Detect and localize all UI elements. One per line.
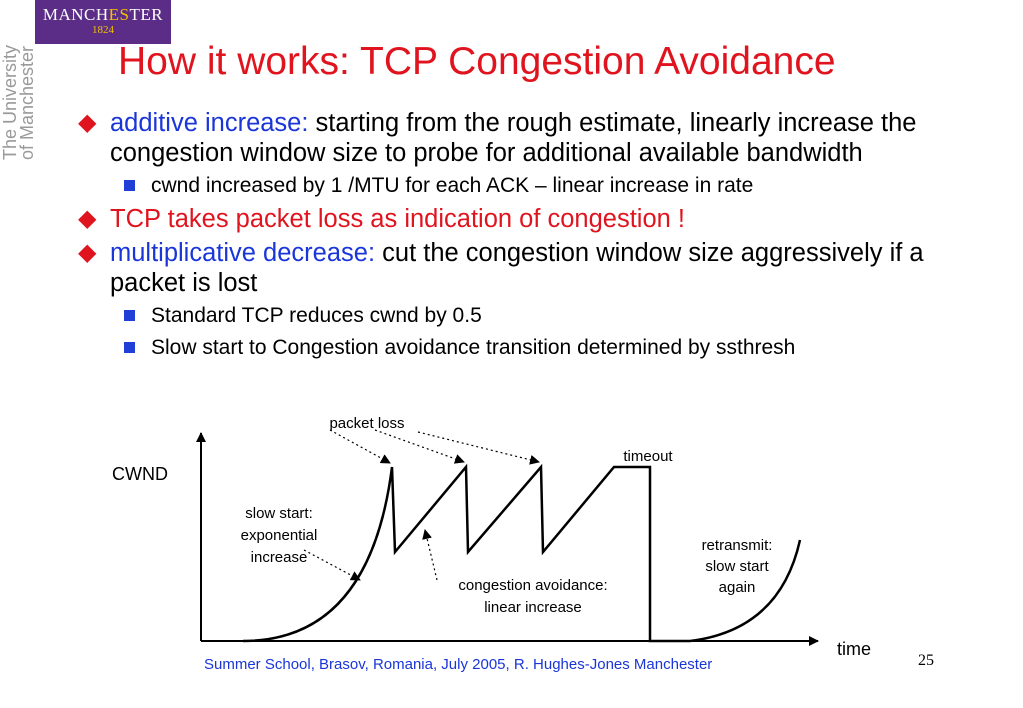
slide-title: How it works: TCP Congestion Avoidance — [118, 40, 836, 83]
bullet-text: cut the congestion window size aggressiv… — [110, 239, 924, 297]
subbullet-reduce-cwnd: Standard TCP reduces cwnd by 0.5 — [78, 302, 978, 329]
subbullet-text: cwnd increased by 1 /MTU for each ACK – … — [151, 174, 754, 197]
congestion-avoidance-label-2: linear increase — [484, 599, 582, 616]
retransmit-label-3: again — [719, 579, 756, 596]
bullet-list: ◆ additive increase: starting from the r… — [78, 108, 978, 366]
logo-year: 1824 — [92, 24, 114, 36]
packet-loss-arrow-1 — [329, 429, 391, 464]
diamond-bullet-icon: ◆ — [78, 205, 97, 232]
timeout-label: timeout — [623, 448, 673, 465]
slow-start-label-2: exponential — [241, 527, 318, 544]
square-bullet-icon — [124, 342, 135, 353]
square-bullet-icon — [124, 310, 135, 321]
footer-text: Summer School, Brasov, Romania, July 200… — [204, 656, 713, 673]
retransmit-label-2: slow start — [705, 558, 769, 575]
diamond-bullet-icon: ◆ — [78, 109, 97, 136]
bullet-text: starting from the rough estimate, linear… — [110, 109, 917, 167]
subbullet-cwnd-increase: cwnd increased by 1 /MTU for each ACK – … — [78, 172, 978, 199]
subbullet-ssthresh: Slow start to Congestion avoidance trans… — [78, 334, 978, 361]
subbullet-text: Slow start to Congestion avoidance trans… — [151, 336, 796, 359]
logo-wordmark: MANCHESTER — [42, 5, 164, 24]
subbullet-text: Standard TCP reduces cwnd by 0.5 — [151, 304, 482, 327]
x-axis-label: time — [837, 639, 871, 659]
bullet-multiplicative-decrease: ◆ multiplicative decrease: cut the conge… — [78, 238, 978, 298]
congestion-avoidance-arrow — [422, 529, 438, 581]
bullet-packet-loss: ◆ TCP takes packet loss as indication of… — [78, 204, 978, 234]
square-bullet-icon — [124, 180, 135, 191]
cwnd-curve — [242, 463, 802, 643]
diamond-bullet-icon: ◆ — [78, 239, 97, 266]
y-axis-label: CWND — [112, 464, 168, 484]
slow-start-label-3: increase — [251, 549, 308, 566]
packet-loss-arrow-3 — [417, 431, 540, 465]
packet-loss-arrow-2 — [374, 429, 465, 464]
university-logo: MANCHESTER 1824 — [35, 0, 171, 44]
congestion-avoidance-label-1: congestion avoidance: — [458, 577, 607, 594]
bullet-lead: additive increase: — [110, 109, 309, 137]
bullet-additive-increase: ◆ additive increase: starting from the r… — [78, 108, 978, 168]
slow-start-arrow — [303, 549, 361, 581]
bullet-lead: multiplicative decrease: — [110, 239, 376, 267]
bullet-lead: TCP takes packet loss as indication of c… — [110, 205, 686, 233]
packet-loss-label: packet loss — [329, 415, 404, 432]
retransmit-label-1: retransmit: — [702, 537, 773, 554]
slow-start-label-1: slow start: — [245, 505, 313, 522]
page-number: 25 — [918, 652, 934, 669]
